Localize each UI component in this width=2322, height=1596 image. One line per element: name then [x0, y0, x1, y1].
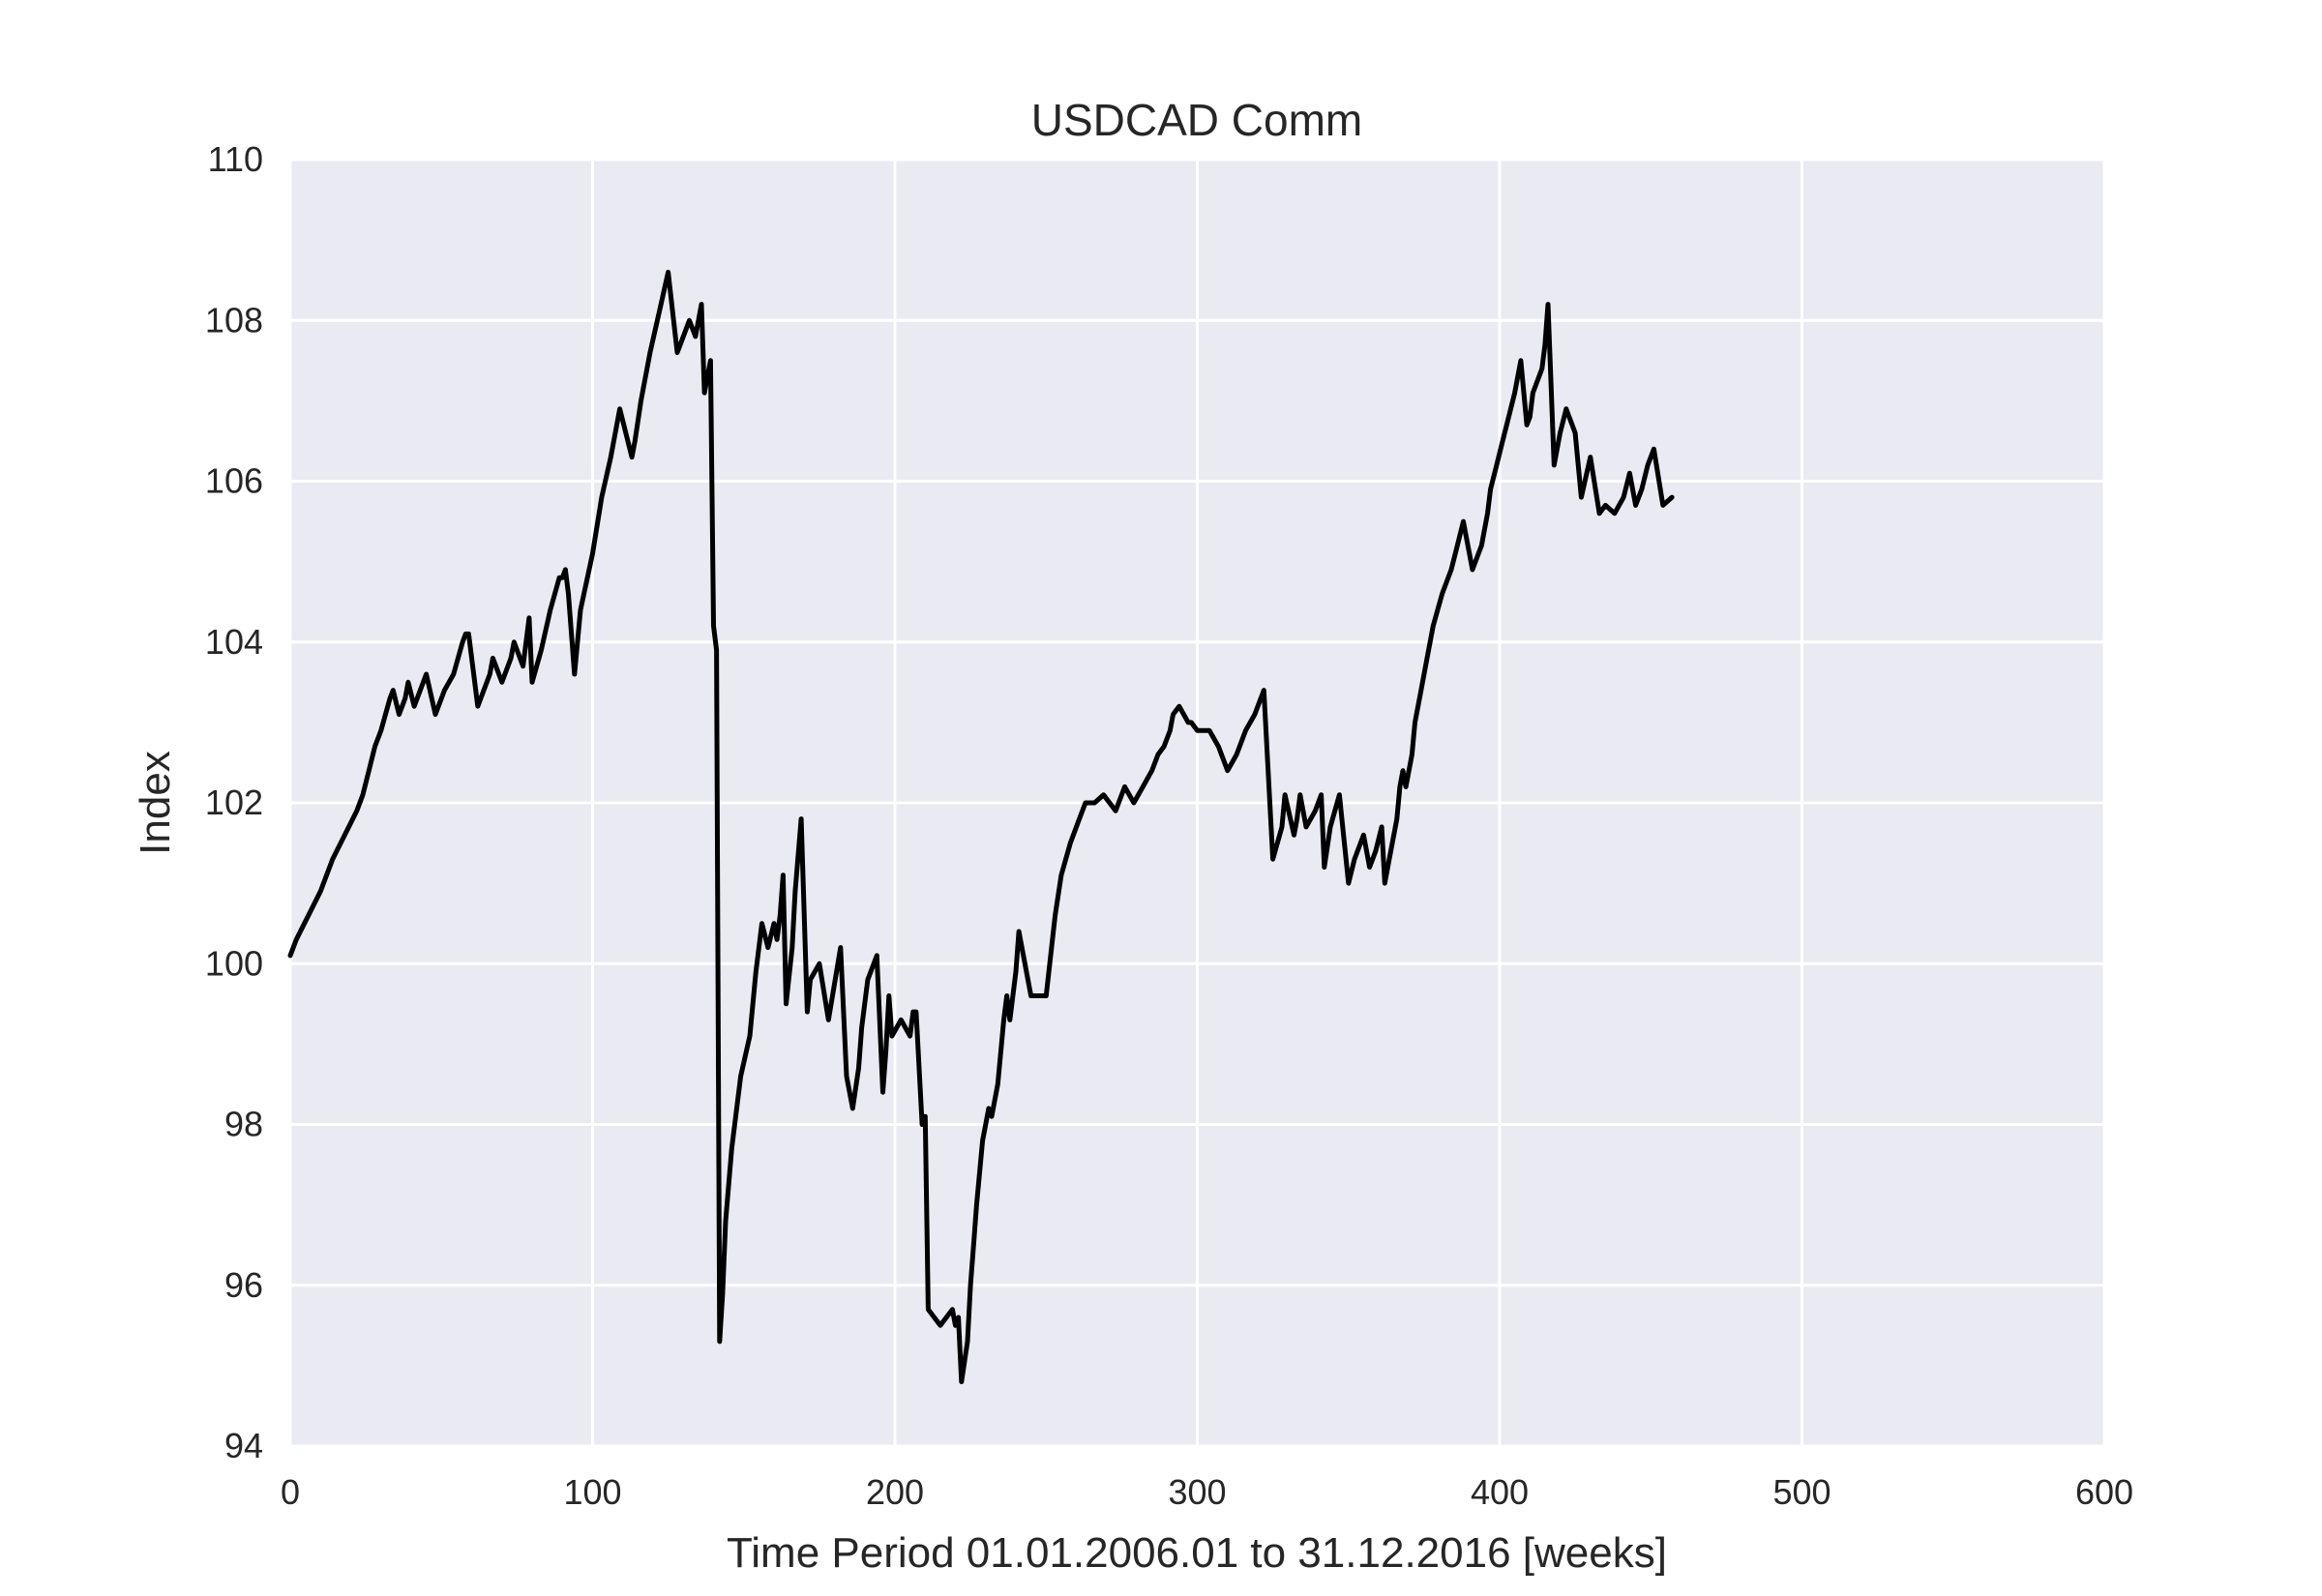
- x-tick-label: 400: [1471, 1472, 1529, 1512]
- x-tick-labels: 0 100 200 300 400 500 600: [281, 1472, 2133, 1512]
- y-tick-label: 102: [205, 783, 263, 822]
- x-tick-label: 100: [563, 1472, 621, 1512]
- y-tick-label: 110: [208, 139, 263, 179]
- y-tick-label: 96: [224, 1265, 263, 1305]
- x-tick-label: 500: [1772, 1472, 1831, 1512]
- x-tick-label: 200: [866, 1472, 924, 1512]
- y-tick-label: 98: [224, 1105, 263, 1144]
- y-tick-label: 108: [205, 300, 263, 340]
- x-axis-label: Time Period 01.01.2006.01 to 31.12.2016 …: [727, 1529, 1667, 1577]
- y-tick-label: 100: [205, 943, 263, 983]
- y-tick-label: 106: [205, 461, 263, 501]
- y-tick-labels: 94 96 98 100 102 104 106 108 110: [205, 139, 263, 1465]
- x-tick-label: 600: [2075, 1472, 2133, 1512]
- y-axis-label: Index: [132, 751, 179, 855]
- y-tick-label: 104: [205, 622, 263, 662]
- x-tick-label: 0: [281, 1472, 300, 1512]
- chart-title: USDCAD Comm: [1031, 95, 1362, 145]
- x-tick-label: 300: [1168, 1472, 1226, 1512]
- y-tick-label: 94: [224, 1426, 263, 1465]
